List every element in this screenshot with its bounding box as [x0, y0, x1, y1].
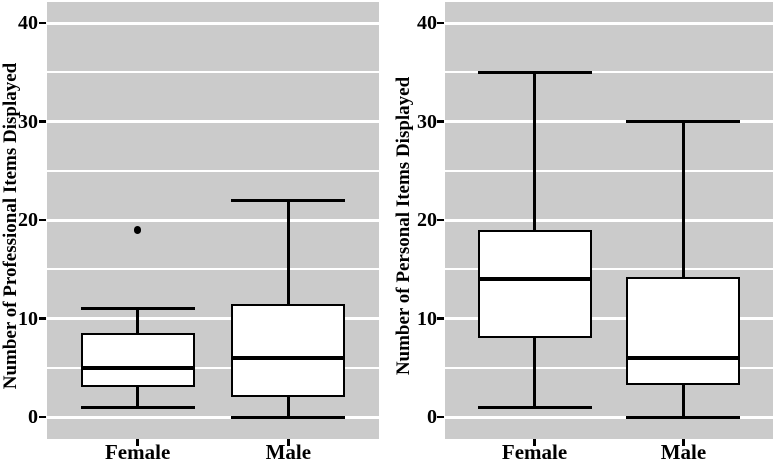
- gridline-major: [445, 21, 773, 25]
- female-lower-whisker-cap: [477, 405, 592, 409]
- y-axis-tick-label: 30: [18, 110, 38, 133]
- male-upper-whisker: [681, 121, 685, 277]
- y-axis-tick: [39, 120, 46, 123]
- y-axis-tick: [437, 218, 444, 222]
- female-lower-whisker: [136, 387, 140, 408]
- male-lower-whisker: [286, 397, 290, 417]
- category-label: Female: [104, 440, 171, 461]
- x-axis-tick: [682, 439, 685, 446]
- y-axis-tick: [39, 317, 46, 320]
- y-axis-tick: [437, 415, 444, 419]
- gridline-major: [47, 317, 379, 320]
- female-outlier-point: [133, 226, 142, 234]
- y-axis-tick-label: 0: [28, 406, 38, 428]
- female-median-line: [80, 365, 195, 370]
- female-upper-whisker-cap: [80, 307, 195, 311]
- female-median-line: [477, 277, 592, 282]
- y-axis-tick-label: 30: [417, 110, 437, 133]
- female-upper-whisker-cap: [477, 70, 592, 74]
- category-label: Male: [265, 440, 312, 461]
- gridline-major: [445, 218, 773, 222]
- female-box: [477, 229, 592, 339]
- gridline-minor: [47, 71, 379, 74]
- y-axis-tick-label: 10: [18, 307, 38, 330]
- male-upper-whisker: [286, 200, 290, 304]
- male-lower-whisker: [681, 384, 685, 417]
- male-upper-whisker-cap: [231, 198, 346, 202]
- female-lower-whisker: [533, 338, 537, 408]
- y-axis-tick-label: 0: [427, 406, 437, 428]
- male-box: [626, 276, 741, 385]
- y-axis-tick: [437, 120, 444, 123]
- gridline-minor: [445, 366, 773, 369]
- gridline-minor: [445, 169, 773, 172]
- male-lower-whisker-cap: [626, 415, 741, 419]
- male-upper-whisker-cap: [626, 120, 741, 123]
- gridline-major: [47, 218, 379, 222]
- y-axis-tick: [39, 21, 46, 25]
- category-label: Male: [660, 440, 707, 461]
- y-axis-tick-label: 20: [18, 209, 38, 231]
- y-axis-tick-label: 40: [18, 12, 38, 34]
- gridline-minor: [445, 71, 773, 74]
- female-upper-whisker: [533, 72, 537, 230]
- y-axis-tick-label: 20: [417, 209, 437, 231]
- male-median-line: [626, 355, 741, 360]
- gridline-minor: [47, 366, 379, 369]
- x-axis-tick: [287, 439, 290, 446]
- y-axis-tick-label: 40: [417, 12, 437, 34]
- gridline-major: [445, 120, 773, 123]
- x-axis-tick: [136, 439, 139, 446]
- category-label: Female: [501, 440, 568, 461]
- y-axis-tick: [437, 317, 444, 320]
- male-lower-whisker-cap: [231, 415, 346, 419]
- female-box: [80, 333, 195, 388]
- male-box: [231, 303, 346, 398]
- x-axis-tick: [533, 439, 536, 446]
- y-axis-tick: [437, 21, 444, 25]
- gridline-minor: [47, 169, 379, 172]
- y-axis-tick-label: 10: [417, 307, 437, 330]
- gridline-major: [445, 317, 773, 320]
- gridline-major: [445, 415, 773, 419]
- gridline-major: [47, 415, 379, 419]
- gridline-minor: [445, 268, 773, 271]
- y-axis-tick: [39, 218, 46, 222]
- male-median-line: [231, 355, 346, 360]
- y-axis-tick: [39, 415, 46, 419]
- female-upper-whisker: [136, 308, 140, 334]
- gridline-minor: [47, 268, 379, 271]
- gridline-major: [47, 120, 379, 123]
- gridline-major: [47, 21, 379, 25]
- female-lower-whisker-cap: [80, 405, 195, 409]
